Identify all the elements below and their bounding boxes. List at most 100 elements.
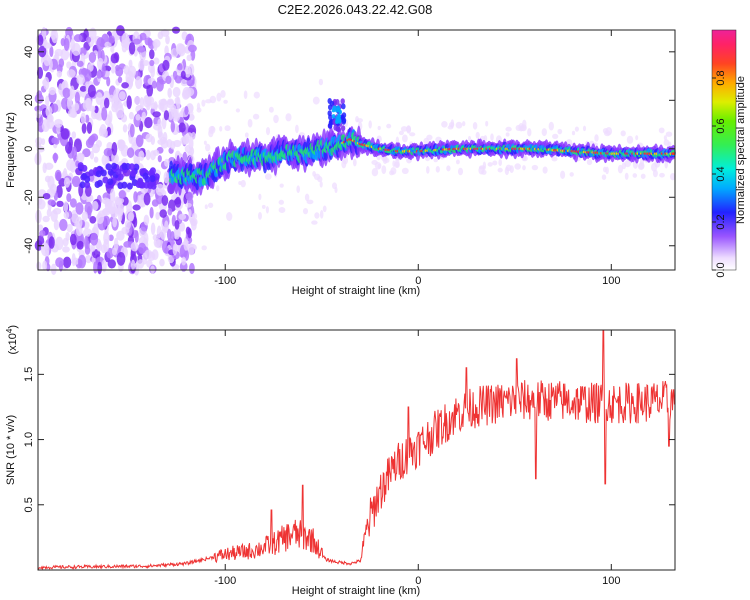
snr-plot: -100 0 100 0.5 1.0 1.5 Height of straight lin… <box>5 325 676 597</box>
snr-y-tick-label: 0.5 <box>23 497 35 512</box>
spectrogram-cell <box>125 70 135 85</box>
spectrogram-cell <box>126 147 135 158</box>
spectrogram-cell <box>55 257 64 268</box>
spectrogram-cell <box>132 38 141 45</box>
spectrogram-cell <box>116 230 125 241</box>
spectrogram-cell <box>106 247 114 259</box>
spectrogram-cell <box>146 96 155 106</box>
spectrogram-cell <box>76 74 85 85</box>
spectrogram-cell <box>128 163 135 171</box>
spectrogram-cell <box>150 136 156 145</box>
spectrogram-cell <box>635 135 639 141</box>
spectrogram-cell <box>669 173 676 181</box>
spectrogram-cell <box>498 158 503 167</box>
spectrogram-cell <box>102 176 109 184</box>
spectrogram-cell <box>400 126 408 132</box>
spectrogram-cell <box>605 166 609 175</box>
spectrogram-frame <box>37 29 676 271</box>
spectrogram-cell <box>185 191 194 201</box>
spectrogram-cell <box>247 118 253 128</box>
spectrogram-cell <box>147 182 154 189</box>
snr-y-label: SNR (10 * v/v) <box>5 415 17 485</box>
spectrogram-cell <box>69 233 77 246</box>
spectrogram-cell <box>467 135 472 142</box>
spectrogram-cell <box>49 45 54 58</box>
spectrogram-cell <box>143 232 149 245</box>
spectrogram-cell <box>569 172 574 177</box>
spectrogram-cell <box>621 162 627 170</box>
spectrogram-cell <box>165 34 170 45</box>
snr-series-line <box>37 329 675 571</box>
spectrogram-cell <box>204 143 211 152</box>
spectrogram-cell <box>119 139 126 150</box>
spectrogram-cell <box>139 97 144 111</box>
snr-y-multiplier-exp: 4 <box>5 328 14 333</box>
spectrogram-cell <box>106 142 114 150</box>
spectrogram-cell <box>455 159 460 165</box>
spectrogram-cell <box>91 200 99 211</box>
spectrogram-cell <box>159 209 167 218</box>
spectrogram-cell <box>141 111 146 120</box>
spectrogram-cell <box>455 121 463 129</box>
spectrogram-cell <box>117 76 123 84</box>
spectrogram-cell <box>504 166 510 176</box>
spectrogram-cell <box>108 234 114 242</box>
spectrogram-cell <box>53 219 60 231</box>
spectrogram-cell <box>66 223 73 233</box>
spectrogram-cell <box>109 188 116 203</box>
spectrogram-cell <box>582 125 587 132</box>
spectrogram-cell <box>626 135 634 144</box>
spectrogram-cell <box>70 38 76 53</box>
snr-x-tick-label: 0 <box>415 575 421 587</box>
spectrogram-cell <box>594 134 599 142</box>
spectrogram-cell <box>39 230 46 237</box>
spectrogram-cell <box>42 192 51 200</box>
spectrogram-cell <box>101 63 106 77</box>
spectrogram-cell <box>172 70 178 80</box>
spectrogram-cell <box>223 99 228 104</box>
spectrogram-cell <box>191 219 197 231</box>
spectrogram-cell <box>54 48 64 57</box>
spectrogram-cell <box>71 146 78 161</box>
colorbar-tick-label: 0.2 <box>715 214 727 229</box>
spectrogram-cell <box>586 159 593 166</box>
spectrogram-cell <box>37 224 44 232</box>
spectrogram-cell <box>490 133 494 141</box>
spectrogram-cell <box>240 179 246 188</box>
spectrogram-cell <box>406 125 412 134</box>
spectrogram-cell <box>311 220 318 225</box>
spectrogram-cell <box>278 199 285 205</box>
spectrogram-cell <box>95 170 102 178</box>
spectrogram-cell <box>139 181 146 189</box>
spectrogram-cell <box>514 163 521 170</box>
spectrogram-cell <box>71 175 81 188</box>
spectrogram-cell <box>180 70 186 79</box>
spectrogram-cell <box>258 193 262 201</box>
spectrogram-cell <box>423 137 429 145</box>
spectrogram-cell <box>88 27 97 40</box>
spectrogram-cell <box>328 104 333 111</box>
spectrogram-cell <box>133 216 138 228</box>
spectrogram-cell <box>183 238 189 251</box>
spectrogram-cell <box>337 114 341 119</box>
spectrogram-cell <box>89 135 96 144</box>
spectrogram-cell <box>601 174 607 181</box>
spectrogram-cell <box>75 216 83 229</box>
spectrogram-cell <box>178 122 186 133</box>
spectrogram-cell <box>243 90 248 100</box>
spectrogram-cell <box>88 169 95 177</box>
spectrogram-cell <box>73 34 83 43</box>
spectrogram-cell <box>63 211 70 219</box>
spectrogram-cell <box>69 85 75 100</box>
spectrogram-cell <box>42 215 50 223</box>
spectrogram-y-tick-label: -40 <box>23 238 35 254</box>
spectrogram-cell <box>89 150 95 160</box>
spectrogram-cell <box>84 201 93 216</box>
spectrogram-cell <box>170 120 176 133</box>
spectrogram-cell <box>204 204 208 210</box>
spectrogram-cell <box>43 76 50 90</box>
spectrogram-cell <box>273 114 279 124</box>
spectrogram-cell <box>178 221 186 232</box>
spectrogram-cell <box>121 43 128 53</box>
spectrogram-cell <box>85 240 90 249</box>
